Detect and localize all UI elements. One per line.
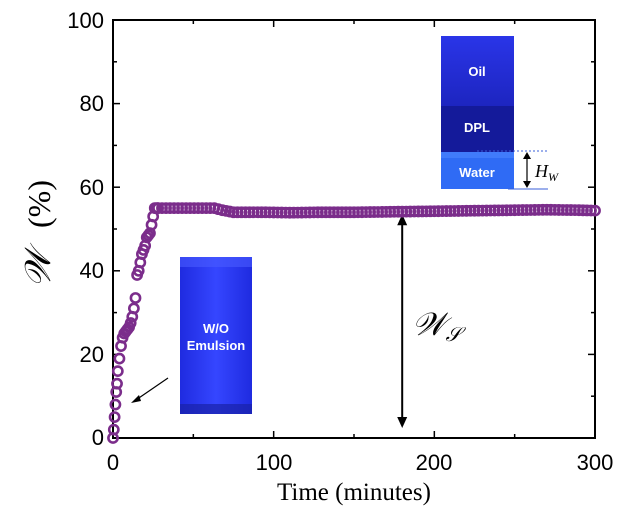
hw-arrowhead-top	[523, 152, 531, 159]
hw-label-main: H	[534, 161, 549, 181]
ws-label: 𝒲𝒮	[412, 306, 467, 346]
data-point	[129, 292, 142, 304]
data-point	[589, 204, 601, 217]
x-tick-label: 100	[256, 450, 293, 475]
y-tick-label: 80	[80, 91, 104, 116]
ws-arrowhead-bottom	[397, 417, 408, 428]
data-point	[111, 365, 124, 378]
emulsion-vial-inset: W/O Emulsion	[180, 257, 252, 414]
data-point	[124, 317, 137, 329]
data-point	[108, 411, 121, 423]
oil-layer-label: Oil	[468, 64, 485, 79]
data-points	[107, 202, 601, 444]
y-axis-symbol: 𝒲	[18, 242, 58, 288]
y-tick-label: 0	[92, 425, 104, 450]
emulsion-label-line1: W/O	[203, 321, 229, 336]
y-tick-label: 40	[80, 258, 104, 283]
x-tick-label: 0	[107, 450, 119, 475]
emulsion-pointer-arrowhead	[131, 395, 141, 403]
layered-vial-inset: Oil DPL Water	[441, 36, 514, 189]
data-point	[111, 377, 123, 390]
y-tick-label: 20	[80, 342, 104, 367]
data-point	[113, 352, 126, 365]
water-layer	[441, 152, 514, 189]
y-tick-label: 60	[80, 175, 104, 200]
data-point	[585, 204, 597, 217]
emulsion-vial	[180, 257, 252, 414]
dpl-layer-label: DPL	[464, 120, 490, 135]
water-layer-label: Water	[459, 165, 495, 180]
hw-label-sub: W	[548, 170, 559, 184]
emulsion-vial-bottom	[180, 404, 252, 414]
emulsion-label-line2: Emulsion	[187, 338, 246, 353]
x-tick-label: 300	[577, 450, 614, 475]
water-layer-highlight	[441, 152, 514, 158]
data-point	[109, 398, 122, 411]
emulsion-vial-top	[180, 257, 252, 267]
y-tick-label: 100	[67, 8, 104, 33]
oil-layer	[441, 36, 514, 106]
ws-double-arrow	[397, 214, 408, 428]
data-point	[127, 302, 140, 315]
ws-label-sub: 𝒮	[446, 324, 467, 346]
y-axis-unit: (%)	[21, 180, 57, 228]
data-point	[107, 423, 120, 436]
hw-arrowhead-bottom	[523, 181, 531, 188]
ws-arrowhead-top	[397, 214, 408, 226]
dpl-layer	[441, 106, 514, 152]
x-tick-label: 200	[416, 450, 453, 475]
x-axis-label: Time (minutes)	[277, 479, 431, 506]
hw-label: HW	[534, 161, 559, 184]
y-axis-label: 𝒲 (%)	[18, 180, 58, 288]
